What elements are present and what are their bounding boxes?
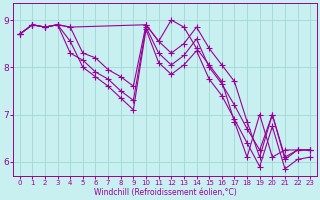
X-axis label: Windchill (Refroidissement éolien,°C): Windchill (Refroidissement éolien,°C) <box>93 188 236 197</box>
